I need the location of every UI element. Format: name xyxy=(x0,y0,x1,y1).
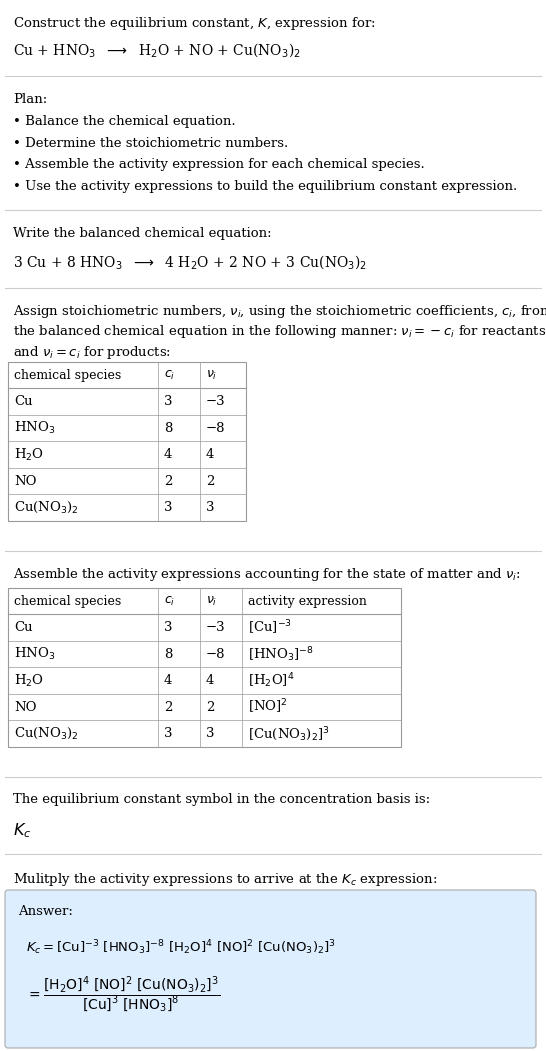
FancyBboxPatch shape xyxy=(5,890,536,1048)
Text: 8: 8 xyxy=(164,647,173,661)
Text: Answer:: Answer: xyxy=(18,905,73,918)
Text: $c_i$: $c_i$ xyxy=(164,595,175,607)
Text: $K_c$: $K_c$ xyxy=(13,821,32,840)
Text: • Assemble the activity expression for each chemical species.: • Assemble the activity expression for e… xyxy=(13,159,425,171)
Text: Cu(NO$_3$)$_2$: Cu(NO$_3$)$_2$ xyxy=(14,500,79,515)
Text: • Balance the chemical equation.: • Balance the chemical equation. xyxy=(13,116,236,128)
Text: 2: 2 xyxy=(164,701,173,714)
Text: Mulitply the activity expressions to arrive at the $K_c$ expression:: Mulitply the activity expressions to arr… xyxy=(13,871,437,888)
Text: H$_2$O: H$_2$O xyxy=(14,673,44,688)
Text: Plan:: Plan: xyxy=(13,92,48,106)
Text: −8: −8 xyxy=(206,421,225,435)
Text: and $\nu_i = c_i$ for products:: and $\nu_i = c_i$ for products: xyxy=(13,344,171,360)
Text: $= \dfrac{[\mathrm{H_2O}]^4\ [\mathrm{NO}]^2\ [\mathrm{Cu(NO_3)_2}]^3}{[\mathrm{: $= \dfrac{[\mathrm{H_2O}]^4\ [\mathrm{NO… xyxy=(26,975,220,1015)
Text: 2: 2 xyxy=(206,701,215,714)
Text: 8: 8 xyxy=(164,421,173,435)
Text: activity expression: activity expression xyxy=(248,595,367,607)
Text: Assemble the activity expressions accounting for the state of matter and $\nu_i$: Assemble the activity expressions accoun… xyxy=(13,566,521,583)
Text: The equilibrium constant symbol in the concentration basis is:: The equilibrium constant symbol in the c… xyxy=(13,794,430,806)
Text: −3: −3 xyxy=(206,395,225,408)
Text: Cu: Cu xyxy=(14,621,33,634)
Text: [Cu]$^{-3}$: [Cu]$^{-3}$ xyxy=(248,619,292,637)
Bar xyxy=(8,362,246,521)
Bar xyxy=(8,588,401,747)
Text: [NO]$^2$: [NO]$^2$ xyxy=(248,698,288,717)
Text: 3: 3 xyxy=(164,727,173,740)
Text: 4: 4 xyxy=(164,448,173,461)
Text: chemical species: chemical species xyxy=(14,369,121,382)
Text: chemical species: chemical species xyxy=(14,595,121,607)
Text: Assign stoichiometric numbers, $\nu_i$, using the stoichiometric coefficients, $: Assign stoichiometric numbers, $\nu_i$, … xyxy=(13,303,546,320)
Text: −3: −3 xyxy=(206,621,225,634)
Text: Construct the equilibrium constant, $K$, expression for:: Construct the equilibrium constant, $K$,… xyxy=(13,15,376,32)
Text: $K_c = [\mathrm{Cu}]^{-3}\ [\mathrm{HNO_3}]^{-8}\ [\mathrm{H_2O}]^4\ [\mathrm{NO: $K_c = [\mathrm{Cu}]^{-3}\ [\mathrm{HNO_… xyxy=(26,937,336,956)
Text: 2: 2 xyxy=(206,475,215,488)
Text: HNO$_3$: HNO$_3$ xyxy=(14,420,55,436)
Text: $c_i$: $c_i$ xyxy=(164,369,175,382)
Text: 3: 3 xyxy=(206,501,215,514)
Text: [HNO$_3$]$^{-8}$: [HNO$_3$]$^{-8}$ xyxy=(248,645,314,663)
Text: 2: 2 xyxy=(164,475,173,488)
Text: Cu(NO$_3$)$_2$: Cu(NO$_3$)$_2$ xyxy=(14,726,79,741)
Text: 3: 3 xyxy=(164,621,173,634)
Text: 4: 4 xyxy=(206,675,215,687)
Text: Cu: Cu xyxy=(14,395,33,408)
Text: 3: 3 xyxy=(164,395,173,408)
Text: Cu + HNO$_3$  $\longrightarrow$  H$_2$O + NO + Cu(NO$_3$)$_2$: Cu + HNO$_3$ $\longrightarrow$ H$_2$O + … xyxy=(13,41,301,59)
Text: 3 Cu + 8 HNO$_3$  $\longrightarrow$  4 H$_2$O + 2 NO + 3 Cu(NO$_3$)$_2$: 3 Cu + 8 HNO$_3$ $\longrightarrow$ 4 H$_… xyxy=(13,253,367,271)
Text: $\nu_i$: $\nu_i$ xyxy=(206,595,217,607)
Text: the balanced chemical equation in the following manner: $\nu_i = -c_i$ for react: the balanced chemical equation in the fo… xyxy=(13,324,546,341)
Text: Write the balanced chemical equation:: Write the balanced chemical equation: xyxy=(13,227,271,240)
Text: 3: 3 xyxy=(206,727,215,740)
Text: 4: 4 xyxy=(206,448,215,461)
Text: • Determine the stoichiometric numbers.: • Determine the stoichiometric numbers. xyxy=(13,137,288,150)
Text: • Use the activity expressions to build the equilibrium constant expression.: • Use the activity expressions to build … xyxy=(13,180,517,193)
Text: [H$_2$O]$^4$: [H$_2$O]$^4$ xyxy=(248,672,295,691)
Text: −8: −8 xyxy=(206,647,225,661)
Text: 4: 4 xyxy=(164,675,173,687)
Text: 3: 3 xyxy=(164,501,173,514)
Text: H$_2$O: H$_2$O xyxy=(14,447,44,462)
Text: [Cu(NO$_3$)$_2$]$^3$: [Cu(NO$_3$)$_2$]$^3$ xyxy=(248,725,330,743)
Text: $\nu_i$: $\nu_i$ xyxy=(206,369,217,382)
Text: NO: NO xyxy=(14,475,37,488)
Text: NO: NO xyxy=(14,701,37,714)
Text: HNO$_3$: HNO$_3$ xyxy=(14,646,55,662)
